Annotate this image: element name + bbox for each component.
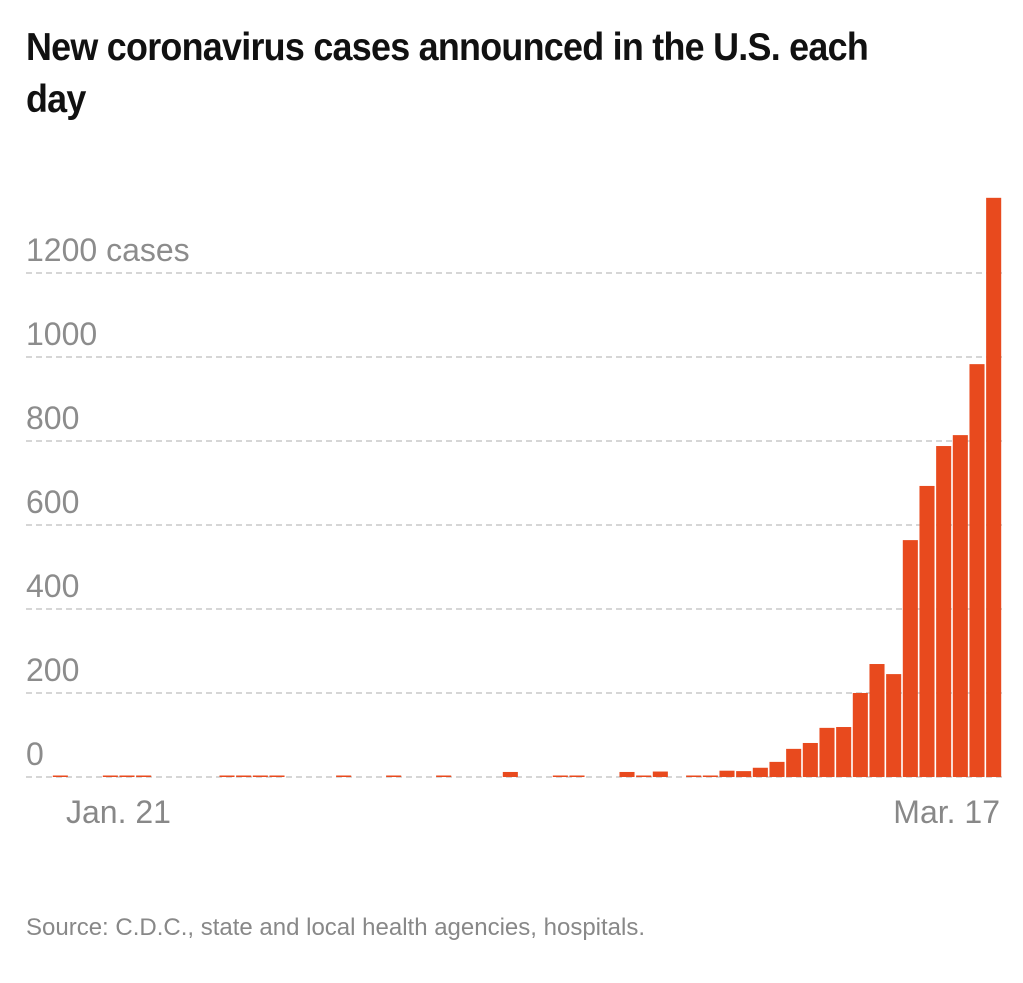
y-tick-label: 0 (26, 736, 44, 772)
bar (986, 197, 1002, 777)
bar (552, 775, 568, 777)
source-note: Source: C.D.C., state and local health a… (26, 914, 646, 941)
bar (719, 770, 735, 777)
bar (102, 775, 118, 777)
bar (436, 775, 452, 777)
bar (852, 693, 868, 777)
bar (836, 727, 852, 777)
bar (136, 775, 152, 777)
bar (936, 446, 952, 777)
x-tick-label-start: Jan. 21 (66, 794, 171, 830)
y-tick-label: 1000 (26, 316, 97, 352)
bars (52, 197, 1002, 777)
bar (236, 775, 252, 777)
x-axis-labels: Jan. 21 Mar. 17 (66, 794, 1000, 830)
y-axis-labels: 0 200 400 600 800 1000 1200 cases (26, 232, 190, 772)
bar (686, 775, 702, 777)
bar (969, 364, 985, 777)
bar (619, 771, 635, 777)
y-tick-label: 600 (26, 484, 79, 520)
bar (902, 540, 918, 777)
bar (219, 775, 235, 777)
bar (819, 727, 835, 777)
bar (336, 775, 352, 777)
bar (269, 775, 285, 777)
y-tick-label: 200 (26, 652, 79, 688)
y-tick-label: 400 (26, 568, 79, 604)
bar (252, 775, 268, 777)
bar (769, 761, 785, 777)
bar (952, 435, 968, 777)
bar (386, 775, 402, 777)
bar (919, 485, 935, 777)
bar (569, 775, 585, 777)
bar (786, 748, 802, 777)
bar (502, 771, 518, 777)
bar (802, 742, 818, 777)
bar (119, 775, 135, 777)
bar (886, 674, 902, 777)
y-tick-label: 800 (26, 400, 79, 436)
x-tick-label-end: Mar. 17 (893, 794, 1000, 830)
bar (652, 771, 668, 777)
bar (702, 775, 718, 777)
bar (752, 767, 768, 777)
y-tick-label: 1200 cases (26, 232, 190, 268)
bar (736, 771, 752, 777)
bar (869, 664, 885, 777)
bar (636, 775, 652, 777)
chart-title: New coronavirus cases announced in the U… (26, 26, 869, 121)
bar (52, 775, 68, 777)
